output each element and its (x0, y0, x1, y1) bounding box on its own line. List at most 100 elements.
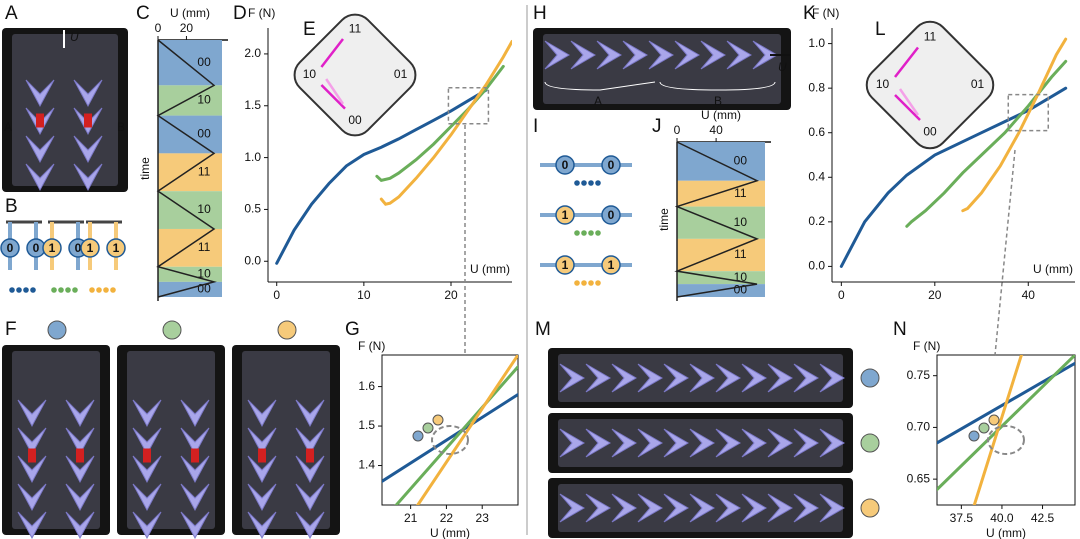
state-label: 11 (198, 164, 211, 178)
dot (65, 287, 71, 293)
x-tick-label: 0 (838, 288, 845, 302)
state-label: 00 (923, 125, 937, 139)
axis-label: U (mm) (986, 526, 1026, 539)
axis-label: time (138, 157, 152, 180)
panel-letter: H (533, 3, 547, 24)
axis-label: U (mm) (430, 526, 470, 539)
unit-cell (767, 493, 793, 523)
unit-cell (585, 493, 611, 523)
unit-cell (767, 428, 793, 458)
x-tick-label: 40.0 (990, 511, 1014, 525)
unit-cell (637, 363, 663, 393)
y-tick-label: 2.0 (244, 46, 261, 60)
y-tick-label: 1.0 (808, 36, 825, 50)
x-tick-label: 23 (476, 511, 490, 525)
panel-letter: B (5, 196, 18, 217)
unit-cell (17, 483, 47, 512)
y-tick-label: 1.6 (358, 379, 375, 393)
unit-cell (637, 493, 663, 523)
zoom-circle (431, 425, 469, 455)
axis-label: U (mm) (170, 6, 210, 20)
unit-cell (65, 483, 95, 512)
actuator (36, 113, 44, 128)
unit-cell (648, 40, 674, 70)
plot-frame (381, 354, 519, 506)
unit-cell (65, 455, 95, 484)
label: B (714, 94, 722, 108)
unit-cell (622, 40, 648, 70)
unit-cell (295, 511, 325, 539)
unit-cell (793, 493, 819, 523)
actuator (191, 448, 199, 463)
state-circle (555, 205, 575, 225)
label: U (778, 60, 787, 74)
label: A (4, 120, 12, 134)
unit-cell (25, 135, 55, 164)
series-line (275, 88, 488, 265)
state-band (158, 40, 222, 86)
state-label: 1 (608, 258, 615, 272)
unit-cell (715, 363, 741, 393)
panel-letter: F (5, 319, 17, 340)
state-indicator (860, 368, 880, 388)
state-label: 10 (734, 215, 748, 229)
transition-arrow (894, 46, 919, 78)
panel-letter: C (136, 3, 150, 24)
state-marker (422, 422, 434, 434)
dot (16, 287, 22, 293)
state-label: 00 (197, 127, 211, 141)
transition-arrow (325, 78, 345, 105)
unit-cell (73, 163, 103, 192)
unit-cell (793, 428, 819, 458)
axis-label: U (mm) (1033, 262, 1073, 276)
actuator (28, 448, 36, 463)
dot (595, 180, 601, 186)
x-tick-label: 20 (180, 21, 194, 35)
unit-cell (663, 428, 689, 458)
unit-cell (25, 163, 55, 192)
unit-cell (180, 483, 210, 512)
series-line (394, 365, 518, 505)
transition-arrow (894, 94, 921, 121)
unit-cell (25, 79, 55, 108)
zoom-link (994, 149, 1016, 356)
unit-cell (73, 135, 103, 164)
panel-letter: G (345, 319, 360, 340)
unit-cell (544, 40, 570, 70)
photo-frame (127, 351, 215, 529)
unit-cell (17, 455, 47, 484)
state-label: 10 (197, 266, 211, 280)
state-circle (106, 238, 126, 258)
panel-letter: L (875, 19, 886, 40)
photo-frame (543, 34, 781, 104)
state-label: 10 (303, 67, 317, 81)
zoom-circle (987, 425, 1025, 455)
unit-cell (726, 40, 752, 70)
x-tick-label: 20 (928, 288, 942, 302)
dot (588, 230, 594, 236)
unit-cell (570, 40, 596, 70)
series-line (379, 40, 512, 206)
dot (103, 287, 109, 293)
actuator (76, 448, 84, 463)
y-tick-label: 0.65 (907, 471, 931, 485)
dot (89, 287, 95, 293)
state-label: 1 (87, 241, 94, 255)
x-tick-label: 20 (444, 288, 458, 302)
state-label: 01 (394, 67, 408, 81)
unit-cell (17, 511, 47, 539)
state-label: 0 (33, 241, 40, 255)
unit-cell (663, 493, 689, 523)
state-label: 00 (197, 55, 211, 69)
y-tick-label: 1.5 (358, 418, 375, 432)
unit-cell (611, 363, 637, 393)
unit-cell (247, 455, 277, 484)
axis-label: F (N) (358, 339, 385, 353)
photo-frame (12, 351, 100, 529)
y-tick-label: 1.5 (244, 98, 261, 112)
unit-cell (637, 428, 663, 458)
state-label: 0 (608, 158, 615, 172)
unit-cell (132, 483, 162, 512)
dot (588, 280, 594, 286)
